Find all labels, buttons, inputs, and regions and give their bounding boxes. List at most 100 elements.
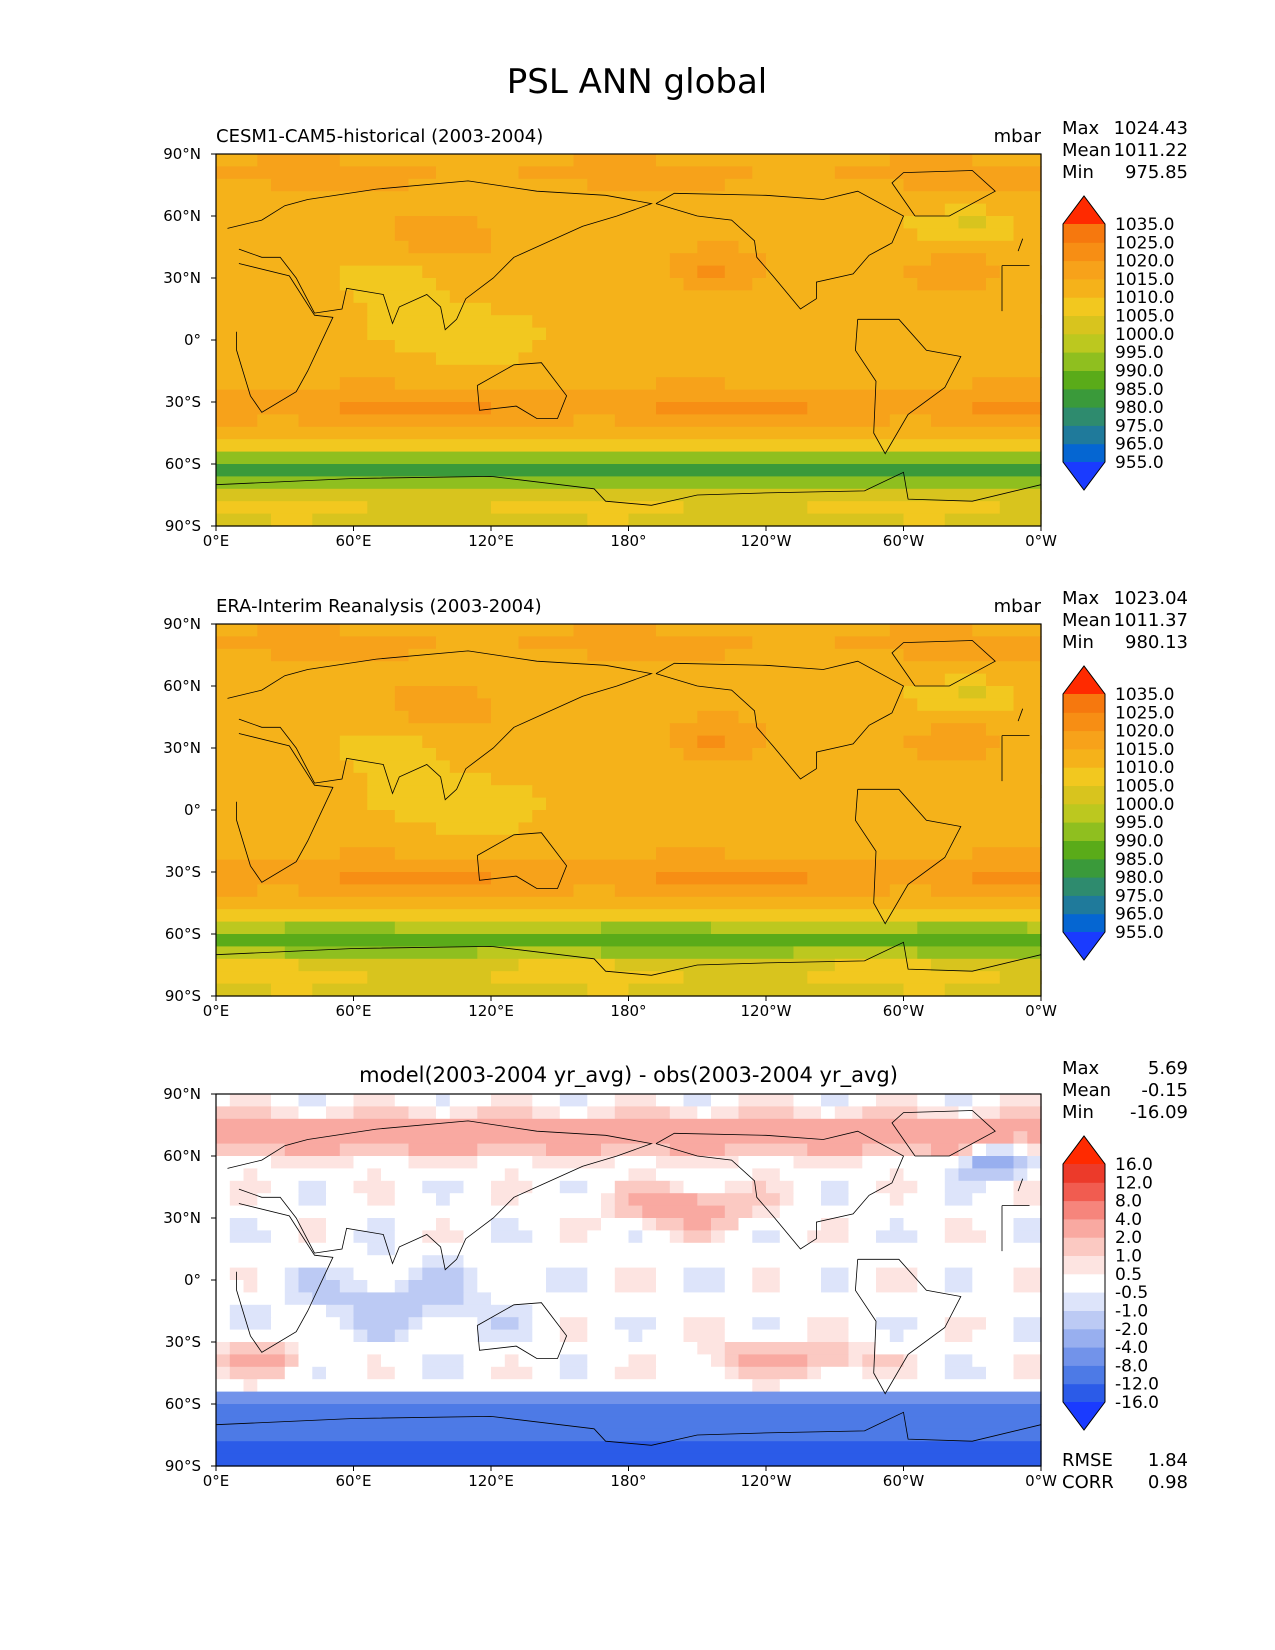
field-cell <box>587 1366 616 1380</box>
field-cell <box>491 1180 533 1194</box>
colorbar: 955.0965.0975.0980.0985.0990.0995.01000.… <box>1062 195 1174 491</box>
y-tick-label: 30°N <box>163 269 201 287</box>
field-cell <box>394 1242 1042 1256</box>
field-cell <box>229 1094 272 1107</box>
field-cell <box>257 1193 300 1207</box>
field-cell <box>587 1230 630 1244</box>
colorbar-tick-label: 990.0 <box>1115 361 1164 381</box>
field-cell <box>367 1354 382 1368</box>
field-cell <box>587 1094 616 1107</box>
field-cell <box>766 265 905 279</box>
field-cell <box>903 686 960 699</box>
field-cell <box>944 1317 987 1331</box>
field-cell <box>491 1230 533 1244</box>
field-cell <box>958 1168 1015 1182</box>
field-cell <box>642 1329 685 1343</box>
field-cell <box>1027 1143 1042 1157</box>
field-cell <box>339 265 423 279</box>
colorbar-segment <box>1063 803 1105 823</box>
field-cell <box>243 1379 258 1393</box>
field-cell <box>216 1391 1042 1405</box>
colorbar-tick-label: 1020.0 <box>1115 722 1174 742</box>
field-cell <box>408 1267 423 1281</box>
field-cell <box>353 1317 410 1331</box>
field-cell <box>298 1218 327 1231</box>
field-cell <box>216 364 1042 378</box>
field-cell <box>917 1106 960 1120</box>
field-cell <box>903 1193 946 1207</box>
field-cell <box>986 203 1042 217</box>
y-tick-label: 30°S <box>165 393 201 411</box>
field-cell <box>711 1230 726 1244</box>
coastline <box>476 832 568 889</box>
field-cell <box>601 921 712 935</box>
y-tick-label: 90°S <box>165 1457 201 1475</box>
field-cell <box>216 686 396 699</box>
x-tick-label: 120°E <box>468 1002 514 1020</box>
field-cell <box>793 1156 863 1169</box>
colorbar-tick-label: 16.0 <box>1115 1155 1153 1175</box>
colorbar-extend-max <box>1063 1136 1105 1164</box>
field-cell <box>848 1342 877 1355</box>
field-cell <box>683 1180 726 1194</box>
field-cell <box>216 389 1042 403</box>
colorbar-segment <box>1063 748 1105 768</box>
field-cell <box>216 1428 1042 1442</box>
field-cell <box>367 772 492 786</box>
field-cell <box>532 1329 561 1343</box>
field-cell <box>491 710 698 724</box>
field-cell <box>628 1230 643 1244</box>
field-cell <box>738 1156 795 1169</box>
panel-title: model(2003-2004 yr_avg) - obs(2003-2004 … <box>359 1063 898 1088</box>
field-cell <box>752 636 836 650</box>
field-cell <box>477 1156 533 1169</box>
colorbar-tick-label: 1025.0 <box>1115 703 1174 723</box>
field-cell <box>477 216 905 229</box>
field-cell <box>326 1218 368 1231</box>
field-cell <box>257 414 300 428</box>
y-tick-label: 30°N <box>163 1209 201 1227</box>
y-tick-label: 30°N <box>163 739 201 757</box>
field-cell <box>917 946 1042 960</box>
field-cell <box>394 1366 423 1380</box>
field-cell <box>628 1354 657 1368</box>
field-cell <box>807 402 973 415</box>
field-cell <box>793 1193 822 1207</box>
field-cell <box>257 1218 300 1231</box>
field-cell <box>229 1180 272 1194</box>
field-cell <box>834 636 1042 650</box>
field-cell <box>394 686 478 699</box>
field-cell <box>972 1280 1015 1293</box>
colorbar-tick-label: -0.5 <box>1115 1283 1148 1303</box>
field-cell <box>697 1193 781 1207</box>
field-cell <box>779 1168 891 1182</box>
colorbar-segment <box>1063 1328 1105 1348</box>
field-cell <box>367 971 492 985</box>
field-cell <box>449 290 1042 304</box>
field-cell <box>834 958 932 972</box>
field-cell <box>821 1193 850 1207</box>
field-cell <box>216 216 396 229</box>
field-cell <box>656 1317 685 1331</box>
field-cell <box>669 1230 685 1244</box>
field-cell <box>367 327 547 341</box>
field-cell <box>738 1106 795 1120</box>
field-cell <box>738 240 1042 254</box>
field-cell <box>848 1329 891 1343</box>
field-cell <box>944 1267 973 1281</box>
field-cell <box>491 501 685 515</box>
field-cell <box>367 1242 396 1256</box>
colorbar-segment <box>1063 333 1105 353</box>
field-cell <box>339 377 396 391</box>
colorbar-tick-label: 990.0 <box>1115 831 1164 851</box>
panel-title: CESM1-CAM5-historical (2003-2004) <box>216 126 543 147</box>
x-tick-label: 120°E <box>468 532 514 550</box>
field-cell <box>271 1304 327 1318</box>
field-cell <box>216 302 368 316</box>
field-cell <box>463 1255 1042 1269</box>
field-cell <box>532 340 1042 353</box>
field-cell <box>848 1280 877 1293</box>
field-cell <box>917 1317 946 1331</box>
field-cell <box>532 1317 561 1331</box>
field-cell <box>216 203 946 217</box>
